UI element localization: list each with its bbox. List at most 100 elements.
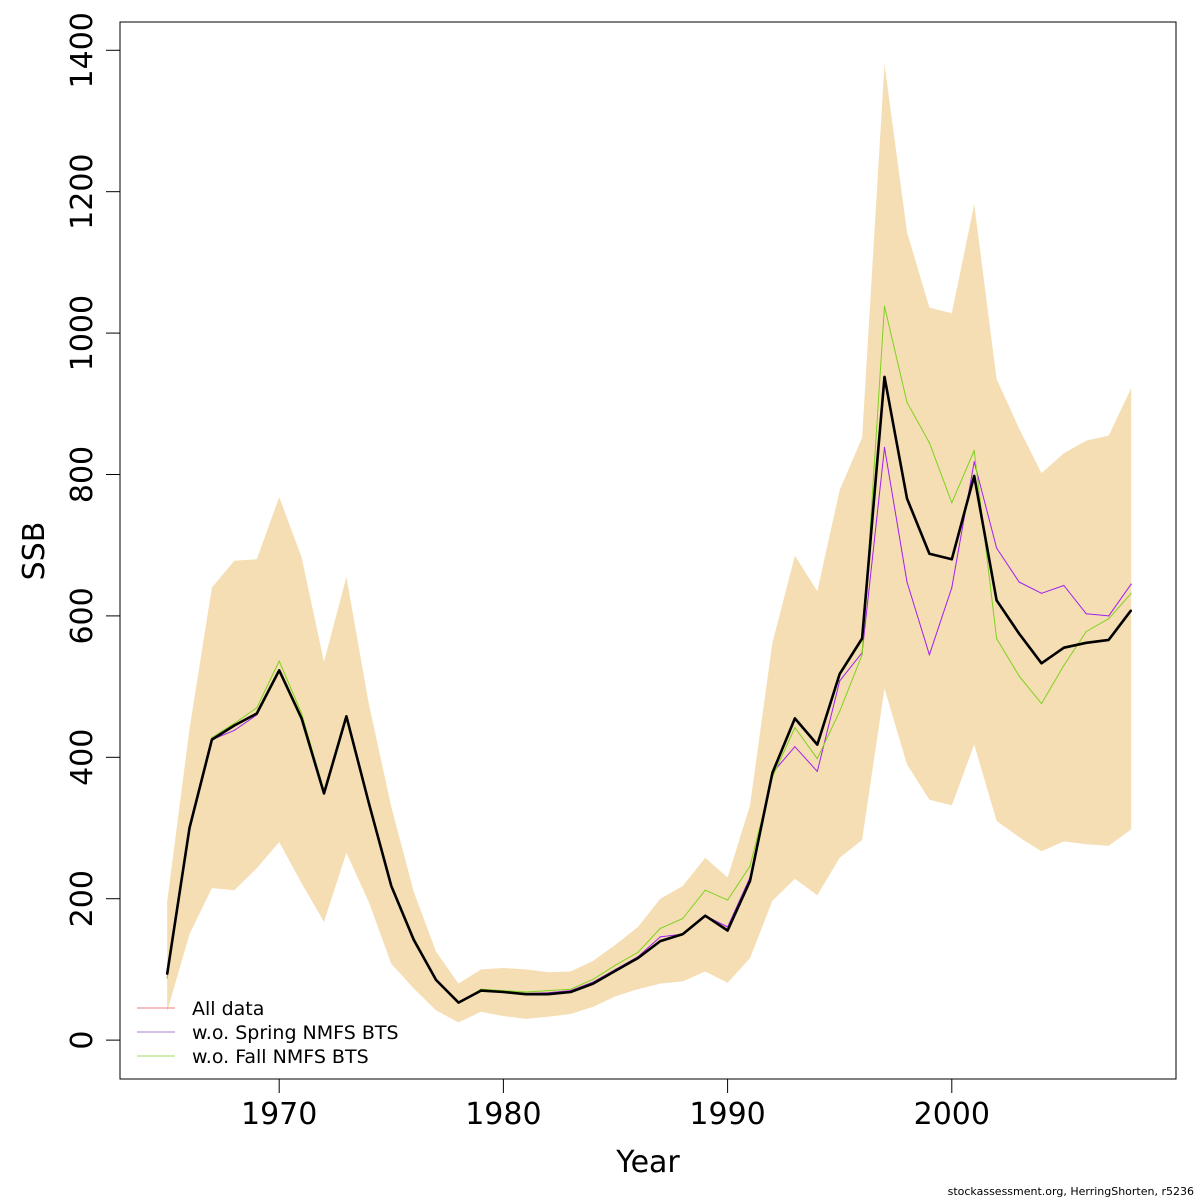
data-point — [996, 637, 998, 640]
data-point — [502, 991, 504, 993]
data-point — [951, 502, 953, 504]
data-point — [211, 736, 213, 739]
legend-label: All data — [192, 998, 264, 1020]
data-point — [794, 746, 796, 748]
legend-label: w.o. Spring NMFS BTS — [192, 1022, 399, 1044]
data-point — [704, 915, 706, 917]
data-point — [749, 880, 751, 882]
data-point — [1130, 609, 1132, 611]
x-tick-label: 1970 — [241, 1097, 317, 1132]
data-point — [1108, 615, 1110, 617]
data-point — [928, 442, 931, 444]
data-point — [1108, 618, 1110, 620]
data-point — [256, 712, 258, 715]
credit-text: stockassessment.org, HerringShorten, r52… — [947, 1185, 1194, 1198]
confidence-band — [167, 64, 1132, 1023]
data-point — [1085, 642, 1087, 644]
data-point — [749, 865, 751, 867]
data-point — [928, 553, 931, 555]
data-point — [659, 940, 661, 942]
data-point — [614, 964, 617, 966]
data-point — [906, 497, 908, 500]
data-point — [1108, 639, 1110, 641]
data-point — [301, 717, 303, 720]
data-point — [278, 669, 280, 671]
data-point — [435, 979, 437, 981]
data-point — [1063, 647, 1065, 649]
data-point — [816, 770, 818, 773]
data-point — [883, 305, 886, 307]
data-point — [682, 917, 684, 920]
data-point — [525, 991, 527, 993]
data-point — [413, 939, 415, 941]
y-axis-title: SSB — [17, 522, 52, 581]
data-point — [996, 547, 998, 549]
data-point — [570, 988, 572, 990]
data-point — [166, 973, 168, 976]
data-point — [1018, 633, 1020, 635]
data-point — [233, 729, 235, 732]
data-point — [771, 772, 774, 774]
confidence-band-layer — [167, 64, 1132, 1023]
x-axis-title: Year — [615, 1145, 680, 1180]
series-group — [165, 375, 1133, 1004]
y-tick-label: 1200 — [65, 154, 100, 230]
series-layer — [165, 305, 1133, 1004]
y-tick-label: 400 — [65, 729, 100, 786]
data-point — [1040, 703, 1043, 705]
data-point — [973, 449, 975, 452]
data-point — [727, 929, 729, 932]
data-point — [883, 447, 886, 449]
data-point — [816, 744, 818, 746]
data-point — [637, 951, 639, 954]
data-point — [1130, 592, 1132, 594]
data-point — [839, 673, 841, 675]
legend-label: w.o. Fall NMFS BTS — [192, 1046, 369, 1068]
y-tick-label: 200 — [65, 870, 100, 927]
data-point — [727, 899, 729, 901]
data-point — [973, 475, 975, 477]
data-point — [659, 936, 661, 938]
data-point — [951, 587, 953, 589]
data-point — [323, 792, 325, 795]
data-point — [861, 654, 863, 656]
data-point — [704, 889, 706, 891]
data-point — [883, 376, 886, 378]
data-point — [301, 712, 303, 715]
data-point — [1018, 675, 1020, 677]
y-tick-label: 0 — [65, 1031, 100, 1050]
data-point — [592, 983, 594, 985]
y-tick-label: 1400 — [65, 12, 100, 88]
y-tick-label: 1000 — [65, 295, 100, 371]
data-point — [570, 991, 572, 993]
data-point — [637, 957, 639, 959]
y-tick-label: 600 — [65, 587, 100, 644]
x-tick-label: 1990 — [689, 1097, 765, 1132]
data-point — [592, 978, 594, 980]
data-point — [480, 990, 482, 992]
data-point — [906, 401, 908, 403]
data-point — [1085, 613, 1087, 615]
data-point — [1040, 662, 1043, 664]
data-point — [906, 581, 908, 583]
data-point — [1130, 583, 1132, 585]
data-point — [368, 802, 370, 804]
data-point — [1085, 630, 1087, 633]
data-point — [1063, 584, 1065, 587]
data-point — [525, 993, 527, 995]
data-point — [390, 885, 392, 887]
data-point — [659, 927, 661, 930]
data-point — [839, 710, 841, 712]
x-tick-label: 1980 — [465, 1097, 541, 1132]
data-point — [547, 993, 549, 995]
data-point — [794, 717, 796, 720]
data-point — [839, 680, 841, 682]
data-point — [861, 637, 863, 640]
data-point — [233, 722, 235, 725]
data-point — [928, 654, 931, 656]
data-point — [547, 990, 549, 992]
data-point — [682, 933, 684, 935]
y-axis: 0 200 400 600 800 1000 1200 1400 — [65, 12, 121, 1050]
